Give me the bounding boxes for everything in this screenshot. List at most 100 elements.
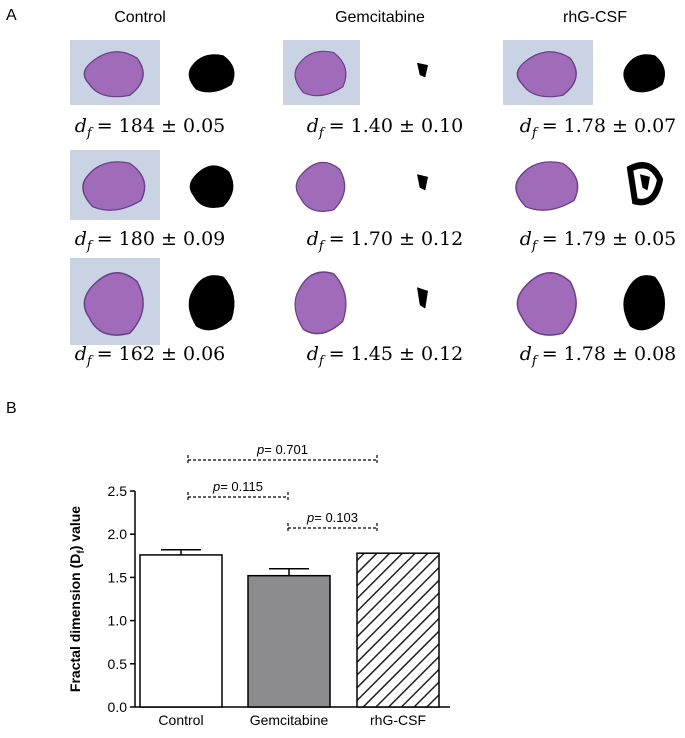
bar bbox=[139, 554, 223, 708]
label-text: ) value bbox=[67, 506, 83, 551]
binary-mask bbox=[623, 54, 665, 93]
tissue-photo bbox=[294, 271, 347, 335]
symbol: d bbox=[75, 115, 87, 137]
tissue bbox=[83, 51, 144, 98]
tissue-photo bbox=[516, 51, 577, 98]
binary-mask bbox=[189, 165, 234, 208]
symbol: d bbox=[75, 343, 87, 365]
tissue bbox=[83, 272, 144, 336]
tissue-photo bbox=[294, 50, 347, 97]
p-symbol: p bbox=[306, 510, 314, 525]
p-value: p= 0.115 bbox=[212, 479, 263, 494]
symbol-subscript: f bbox=[86, 126, 94, 141]
symbol-subscript: f bbox=[531, 239, 539, 254]
p-symbol: p bbox=[256, 442, 264, 457]
symbol-subscript: f bbox=[318, 239, 326, 254]
p-text: = 0.103 bbox=[314, 510, 358, 525]
symbol: d bbox=[520, 115, 532, 137]
p-symbol: p bbox=[212, 479, 220, 494]
tissue bbox=[515, 161, 579, 211]
fractal-label: df = 1.40 ± 0.10 bbox=[307, 115, 464, 141]
mask-shape bbox=[188, 54, 235, 93]
binary-mask bbox=[188, 54, 235, 93]
value-text: = 1.78 ± 0.07 bbox=[542, 115, 677, 137]
fractal-label: df = 1.45 ± 0.12 bbox=[307, 343, 464, 369]
panel-label: B bbox=[6, 400, 17, 417]
mask-shape bbox=[417, 287, 428, 309]
x-tick-label: Gemcitabine bbox=[250, 712, 329, 728]
mask-shape bbox=[623, 275, 665, 331]
fractal-label: df = 1.79 ± 0.05 bbox=[520, 228, 677, 254]
bar bbox=[356, 552, 440, 708]
tissue-photo bbox=[83, 51, 144, 98]
bar bbox=[247, 574, 331, 708]
fractal-label: df = 184 ± 0.05 bbox=[75, 115, 226, 141]
tissue-photo bbox=[295, 161, 346, 212]
fractal-label: df = 180 ± 0.09 bbox=[75, 228, 226, 254]
column-title: rhG-CSF bbox=[563, 9, 627, 26]
symbol-subscript: f bbox=[531, 126, 539, 141]
binary-mask bbox=[417, 174, 428, 191]
binary-mask bbox=[417, 62, 428, 78]
mask-shape bbox=[417, 174, 428, 191]
y-tick-label: 0.0 bbox=[108, 699, 128, 715]
fractal-label: df = 1.78 ± 0.07 bbox=[520, 115, 677, 141]
panel-label: A bbox=[6, 7, 17, 24]
label-text: Fractal dimension (D bbox=[67, 554, 83, 692]
mask-shape bbox=[189, 165, 234, 208]
binary-mask bbox=[417, 287, 428, 309]
x-tick-label: rhG-CSF bbox=[370, 712, 426, 728]
symbol: d bbox=[307, 343, 319, 365]
error-bar bbox=[161, 549, 201, 555]
label-subscript: f bbox=[76, 550, 87, 554]
tissue-photo bbox=[83, 272, 144, 336]
binary-mask bbox=[623, 275, 665, 331]
comparison-bracket bbox=[187, 455, 378, 465]
tissue bbox=[516, 272, 577, 336]
value-text: = 1.78 ± 0.08 bbox=[542, 343, 677, 365]
fractal-label: df = 1.78 ± 0.08 bbox=[520, 343, 677, 369]
mask-shape bbox=[640, 174, 650, 191]
binary-mask bbox=[626, 162, 664, 206]
value-text: = 184 ± 0.05 bbox=[97, 115, 226, 137]
x-tick-label: Control bbox=[158, 712, 203, 728]
tissue bbox=[294, 271, 347, 335]
symbol-subscript: f bbox=[318, 126, 326, 141]
y-tick-label: 1.0 bbox=[108, 613, 128, 629]
tissue bbox=[294, 50, 347, 97]
symbol-subscript: f bbox=[318, 354, 326, 369]
symbol-subscript: f bbox=[531, 354, 539, 369]
mask-shape bbox=[188, 275, 235, 331]
value-text: = 162 ± 0.06 bbox=[97, 343, 226, 365]
mask-shape bbox=[626, 162, 664, 206]
binary-mask bbox=[188, 275, 235, 331]
y-tick-label: 2.0 bbox=[108, 526, 128, 542]
error-bar bbox=[269, 568, 309, 576]
mask-shape bbox=[417, 62, 428, 78]
fractal-label: df = 1.70 ± 0.12 bbox=[307, 228, 464, 254]
symbol: d bbox=[307, 228, 319, 250]
value-text: = 180 ± 0.09 bbox=[97, 228, 226, 250]
comparison-bracket bbox=[287, 523, 378, 533]
comparison-bracket bbox=[187, 492, 289, 502]
symbol: d bbox=[307, 115, 319, 137]
symbol: d bbox=[520, 343, 532, 365]
y-tick-label: 1.5 bbox=[108, 569, 128, 585]
value-text: = 1.45 ± 0.12 bbox=[329, 343, 464, 365]
tissue-photo bbox=[82, 161, 146, 211]
fractal-label: df = 162 ± 0.06 bbox=[75, 343, 226, 369]
symbol: d bbox=[75, 228, 87, 250]
symbol: d bbox=[520, 228, 532, 250]
tissue bbox=[295, 161, 346, 212]
p-value: p= 0.701 bbox=[256, 442, 308, 457]
value-text: = 1.70 ± 0.12 bbox=[329, 228, 464, 250]
tissue-photo bbox=[516, 272, 577, 336]
y-tick-label: 0.5 bbox=[108, 656, 128, 672]
mask-shape bbox=[623, 54, 665, 93]
symbol-subscript: f bbox=[86, 354, 94, 369]
value-text: = 1.79 ± 0.05 bbox=[542, 228, 677, 250]
y-axis-label: Fractal dimension (Df) value bbox=[67, 506, 87, 692]
column-title: Gemcitabine bbox=[335, 9, 425, 26]
y-tick-label: 2.5 bbox=[108, 483, 128, 499]
